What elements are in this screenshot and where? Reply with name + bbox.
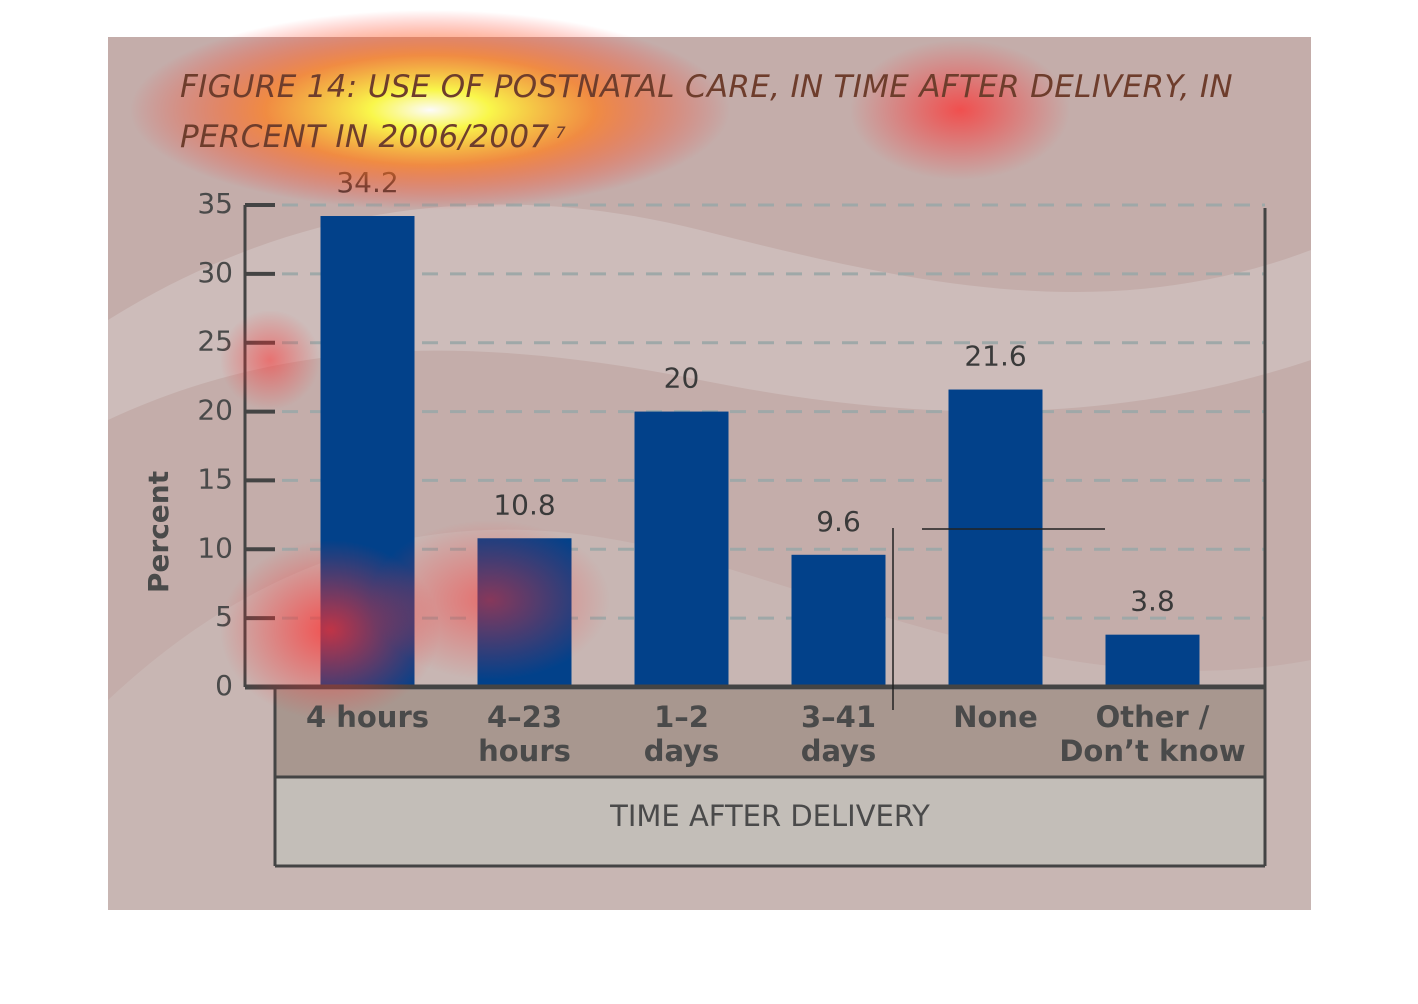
y-tick-label: 30 <box>197 256 233 289</box>
bar <box>634 411 729 687</box>
data-label: 10.8 <box>493 488 555 521</box>
bar <box>948 389 1043 687</box>
x-tick-label: Other / Don’t know <box>1059 700 1246 768</box>
y-axis-label: Percent <box>142 471 175 593</box>
x-tick-label: None <box>953 700 1038 734</box>
chart-title: FIGURE 14: USE OF POSTNATAL CARE, IN TIM… <box>180 62 1290 162</box>
y-tick-label: 0 <box>215 669 233 702</box>
data-label: 21.6 <box>964 340 1026 373</box>
title-note: 7 <box>555 123 566 142</box>
bar <box>1105 634 1200 687</box>
heatmap <box>370 520 610 680</box>
y-tick-label: 15 <box>197 462 233 495</box>
heatmap <box>850 40 1070 180</box>
x-axis-label: TIME AFTER DELIVERY <box>609 799 930 833</box>
xlabel-box <box>275 778 1265 866</box>
category-band <box>275 690 1265 776</box>
x-tick-label: 3–41 days <box>800 700 877 768</box>
y-tick-label: 10 <box>197 531 233 564</box>
bar <box>791 554 886 687</box>
data-label: 9.6 <box>816 505 861 538</box>
heatmap <box>220 310 320 410</box>
title-text: FIGURE 14: USE OF POSTNATAL CARE, IN TIM… <box>180 69 1233 155</box>
data-label: 3.8 <box>1130 585 1175 618</box>
x-tick-label: 4–23 hours <box>478 700 571 768</box>
x-tick-label: 1–2 days <box>643 700 720 768</box>
heatmap <box>130 10 730 210</box>
data-label: 20 <box>664 362 700 395</box>
x-tick-label: 4 hours <box>305 700 430 734</box>
y-tick-label: 20 <box>197 394 233 427</box>
y-tick-label: 35 <box>197 187 233 220</box>
